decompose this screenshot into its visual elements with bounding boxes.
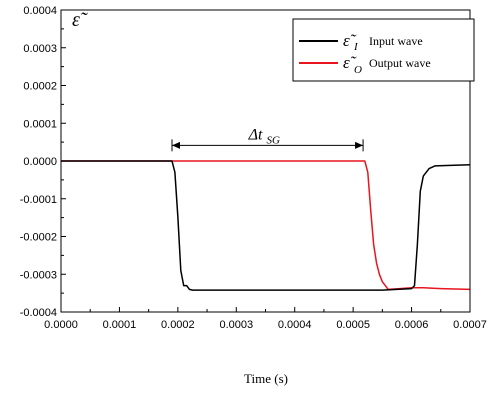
y-tick-label: -0.0003	[20, 269, 57, 281]
x-tick-label: 0.0001	[103, 319, 137, 331]
x-tick-label: 0.0002	[161, 319, 195, 331]
y-tick-label: 0.0001	[23, 118, 57, 130]
legend: ε̃ I Input wave ε̃ O Output wave	[292, 18, 475, 82]
x-tick-label: 0.0006	[395, 319, 429, 331]
y-tick-label: -0.0001	[20, 194, 57, 206]
y-tick-label: 0.0002	[23, 81, 57, 93]
plot-frame	[60, 9, 471, 313]
legend-label-input: Input wave	[369, 34, 423, 48]
y-tick-label: -0.0002	[20, 232, 57, 244]
x-tick-label: 0.0005	[336, 319, 370, 331]
legend-label-output: Output wave	[369, 56, 431, 70]
x-tick-label: 0.0007	[453, 319, 487, 331]
x-tick-label: 0.0003	[219, 319, 253, 331]
x-tick-label: 0.0000	[44, 319, 78, 331]
time-delay-annotation: Δt SG	[171, 126, 364, 152]
series-line-output-wave	[61, 160, 471, 291]
legend-box	[292, 18, 475, 82]
y-tick-label: -0.0004	[20, 307, 57, 319]
y-tick-label: 0.0003	[23, 43, 57, 55]
delay-arrowhead-right	[355, 141, 364, 149]
series-layer	[61, 160, 471, 291]
series-line-input-wave	[61, 160, 471, 291]
x-axis-label: Time (s)	[244, 371, 288, 386]
legend-subscript-input: I	[353, 41, 359, 53]
x-tick-label: 0.0004	[278, 319, 312, 331]
delay-arrowhead-left	[172, 141, 181, 149]
y-tick-label: 0.0004	[23, 5, 57, 17]
legend-subscript-output: O	[354, 64, 362, 76]
y-axis-label: ε̃	[72, 9, 88, 31]
tick-labels: 0.0000 0.0001 0.0002 0.0003 0.0004 0.0005 0.00…	[20, 5, 487, 331]
delay-label: Δt	[248, 126, 263, 143]
y-tick-label: 0.0000	[23, 156, 57, 168]
delay-label-subscript: SG	[267, 134, 281, 146]
